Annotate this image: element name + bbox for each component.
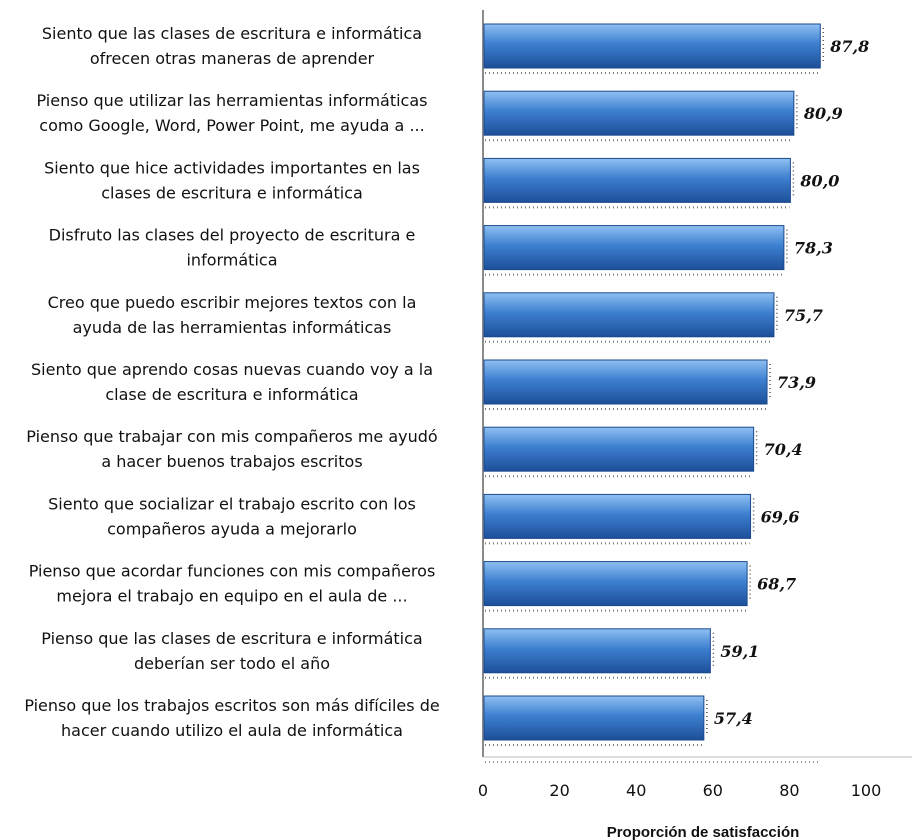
value-label: 87,8 <box>829 37 869 56</box>
plot-area <box>482 10 912 763</box>
bar <box>483 292 775 338</box>
category-label: Disfruto las clases del proyecto de escr… <box>49 226 416 270</box>
value-label: 73,9 <box>777 373 816 392</box>
category-label: Siento que las clases de escritura e inf… <box>42 24 422 68</box>
bar <box>483 23 821 69</box>
bar <box>483 90 795 136</box>
value-label: 78,3 <box>794 239 833 258</box>
value-label: 80,9 <box>803 104 843 123</box>
value-label: 57,4 <box>714 709 753 728</box>
category-label: Siento que aprendo cosas nuevas cuando v… <box>31 360 433 404</box>
x-tick-label: 80 <box>779 781 799 800</box>
category-labels: Siento que las clases de escritura e inf… <box>24 24 439 740</box>
category-label: Siento que socializar el trabajo escrito… <box>48 494 416 538</box>
bar <box>483 157 791 203</box>
category-label: Creo que puedo escribir mejores textos c… <box>48 293 417 337</box>
value-labels: 87,8 80,9 80,0 78,3 75,7 73,9 70,4 69,6 68,7 59,1… <box>714 37 869 728</box>
bar <box>483 628 711 674</box>
value-label: 80,0 <box>799 171 839 190</box>
bar <box>483 359 768 405</box>
category-label: Pienso que los trabajos escritos son más… <box>24 696 439 740</box>
x-tick-label: 0 <box>478 781 488 800</box>
bar <box>483 426 755 472</box>
category-label: Pienso que trabajar con mis compañeros m… <box>26 427 437 471</box>
bar <box>483 493 752 539</box>
value-label: 75,7 <box>784 306 823 325</box>
bar <box>483 695 705 741</box>
x-tick-label: 100 <box>851 781 882 800</box>
value-label: 68,7 <box>757 575 796 594</box>
bars-group <box>483 23 825 746</box>
value-label: 69,6 <box>761 507 800 526</box>
x-tick-label: 40 <box>626 781 646 800</box>
x-tick-labels: 0 20 40 60 80 100 <box>478 781 881 800</box>
category-label: Pienso que utilizar las herramientas inf… <box>37 91 428 135</box>
bar <box>483 225 785 271</box>
value-label: 59,1 <box>720 642 759 661</box>
x-axis-title: Proporción de satisfacción <box>607 824 800 840</box>
value-label: 70,4 <box>764 440 803 459</box>
category-label: Pienso que las clases de escritura e inf… <box>41 629 422 673</box>
x-tick-label: 20 <box>549 781 569 800</box>
bar <box>483 561 748 607</box>
x-tick-label: 60 <box>703 781 723 800</box>
category-label: Pienso que acordar funciones con mis com… <box>29 562 436 606</box>
category-label: Siento que hice actividades importantes … <box>44 158 420 202</box>
